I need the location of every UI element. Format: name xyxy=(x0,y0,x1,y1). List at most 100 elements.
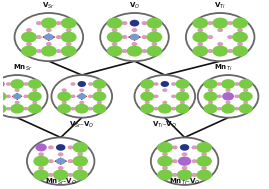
Circle shape xyxy=(122,21,128,25)
Circle shape xyxy=(68,159,73,163)
Circle shape xyxy=(58,152,63,156)
Text: V$_{Ti}$: V$_{Ti}$ xyxy=(214,1,226,11)
Circle shape xyxy=(239,79,253,89)
Circle shape xyxy=(26,42,32,46)
Circle shape xyxy=(48,159,54,163)
Circle shape xyxy=(207,49,213,53)
Circle shape xyxy=(62,88,67,92)
Circle shape xyxy=(36,35,42,39)
Text: V$_{Sr}$–V$_{O}$: V$_{Sr}$–V$_{O}$ xyxy=(69,120,94,130)
Circle shape xyxy=(28,104,42,114)
Circle shape xyxy=(243,88,248,92)
Circle shape xyxy=(151,137,218,185)
Circle shape xyxy=(77,81,86,87)
Circle shape xyxy=(73,142,88,153)
Circle shape xyxy=(46,28,52,32)
Circle shape xyxy=(10,79,24,89)
Circle shape xyxy=(21,32,37,43)
Circle shape xyxy=(57,104,71,114)
Circle shape xyxy=(227,21,233,25)
Circle shape xyxy=(222,92,234,101)
Circle shape xyxy=(192,159,197,163)
Circle shape xyxy=(0,75,48,118)
Circle shape xyxy=(88,82,93,86)
Circle shape xyxy=(151,42,157,46)
Text: V$_{Sr}$: V$_{Sr}$ xyxy=(43,1,55,11)
Circle shape xyxy=(153,94,159,98)
Circle shape xyxy=(232,18,248,29)
Circle shape xyxy=(77,152,83,156)
Circle shape xyxy=(28,91,42,101)
Circle shape xyxy=(192,18,208,29)
Circle shape xyxy=(68,145,73,149)
Circle shape xyxy=(56,158,65,164)
Circle shape xyxy=(172,173,178,177)
Circle shape xyxy=(21,46,37,57)
Circle shape xyxy=(27,137,94,185)
Circle shape xyxy=(153,107,159,111)
Circle shape xyxy=(88,94,93,98)
Circle shape xyxy=(10,104,24,114)
Circle shape xyxy=(68,173,73,177)
Circle shape xyxy=(79,101,84,104)
Circle shape xyxy=(53,170,68,180)
Circle shape xyxy=(107,46,122,57)
Circle shape xyxy=(178,156,191,166)
Circle shape xyxy=(192,32,208,43)
Text: V$_{Ti}$–V$_{O}$: V$_{Ti}$–V$_{O}$ xyxy=(153,120,177,130)
Circle shape xyxy=(171,82,176,86)
Circle shape xyxy=(147,18,162,29)
Circle shape xyxy=(234,94,239,98)
Circle shape xyxy=(141,49,147,53)
Circle shape xyxy=(73,156,88,167)
Circle shape xyxy=(70,107,76,111)
Circle shape xyxy=(56,21,62,25)
Circle shape xyxy=(225,101,231,104)
Circle shape xyxy=(33,170,49,180)
Circle shape xyxy=(15,13,83,61)
Circle shape xyxy=(130,34,139,40)
Circle shape xyxy=(171,94,176,98)
Circle shape xyxy=(0,101,2,104)
Circle shape xyxy=(151,28,157,32)
Circle shape xyxy=(175,104,189,114)
Circle shape xyxy=(207,35,213,39)
Circle shape xyxy=(243,101,248,104)
Circle shape xyxy=(15,88,20,92)
Circle shape xyxy=(56,144,65,151)
Circle shape xyxy=(0,81,5,88)
Circle shape xyxy=(33,156,49,167)
Circle shape xyxy=(204,79,217,89)
Circle shape xyxy=(77,93,86,99)
Circle shape xyxy=(204,91,217,101)
Circle shape xyxy=(141,35,147,39)
Circle shape xyxy=(92,79,106,89)
Circle shape xyxy=(66,42,72,46)
Circle shape xyxy=(13,93,22,99)
Circle shape xyxy=(36,143,47,151)
Circle shape xyxy=(132,42,137,46)
Circle shape xyxy=(234,107,239,111)
Circle shape xyxy=(134,75,195,118)
Circle shape xyxy=(157,142,173,153)
Circle shape xyxy=(77,166,83,170)
Circle shape xyxy=(175,91,189,101)
Circle shape xyxy=(26,28,32,32)
Circle shape xyxy=(192,173,197,177)
Circle shape xyxy=(145,88,150,92)
Circle shape xyxy=(180,101,185,104)
Circle shape xyxy=(127,46,142,57)
Circle shape xyxy=(0,88,2,92)
Circle shape xyxy=(122,49,128,53)
Circle shape xyxy=(172,145,178,149)
Circle shape xyxy=(28,79,42,89)
Circle shape xyxy=(44,34,54,40)
Text: V$_{O}$: V$_{O}$ xyxy=(129,1,140,11)
Circle shape xyxy=(107,18,122,29)
Circle shape xyxy=(145,101,150,104)
Circle shape xyxy=(6,82,11,86)
Circle shape xyxy=(234,82,239,86)
Circle shape xyxy=(140,104,154,114)
Circle shape xyxy=(227,49,233,53)
Circle shape xyxy=(162,152,168,156)
